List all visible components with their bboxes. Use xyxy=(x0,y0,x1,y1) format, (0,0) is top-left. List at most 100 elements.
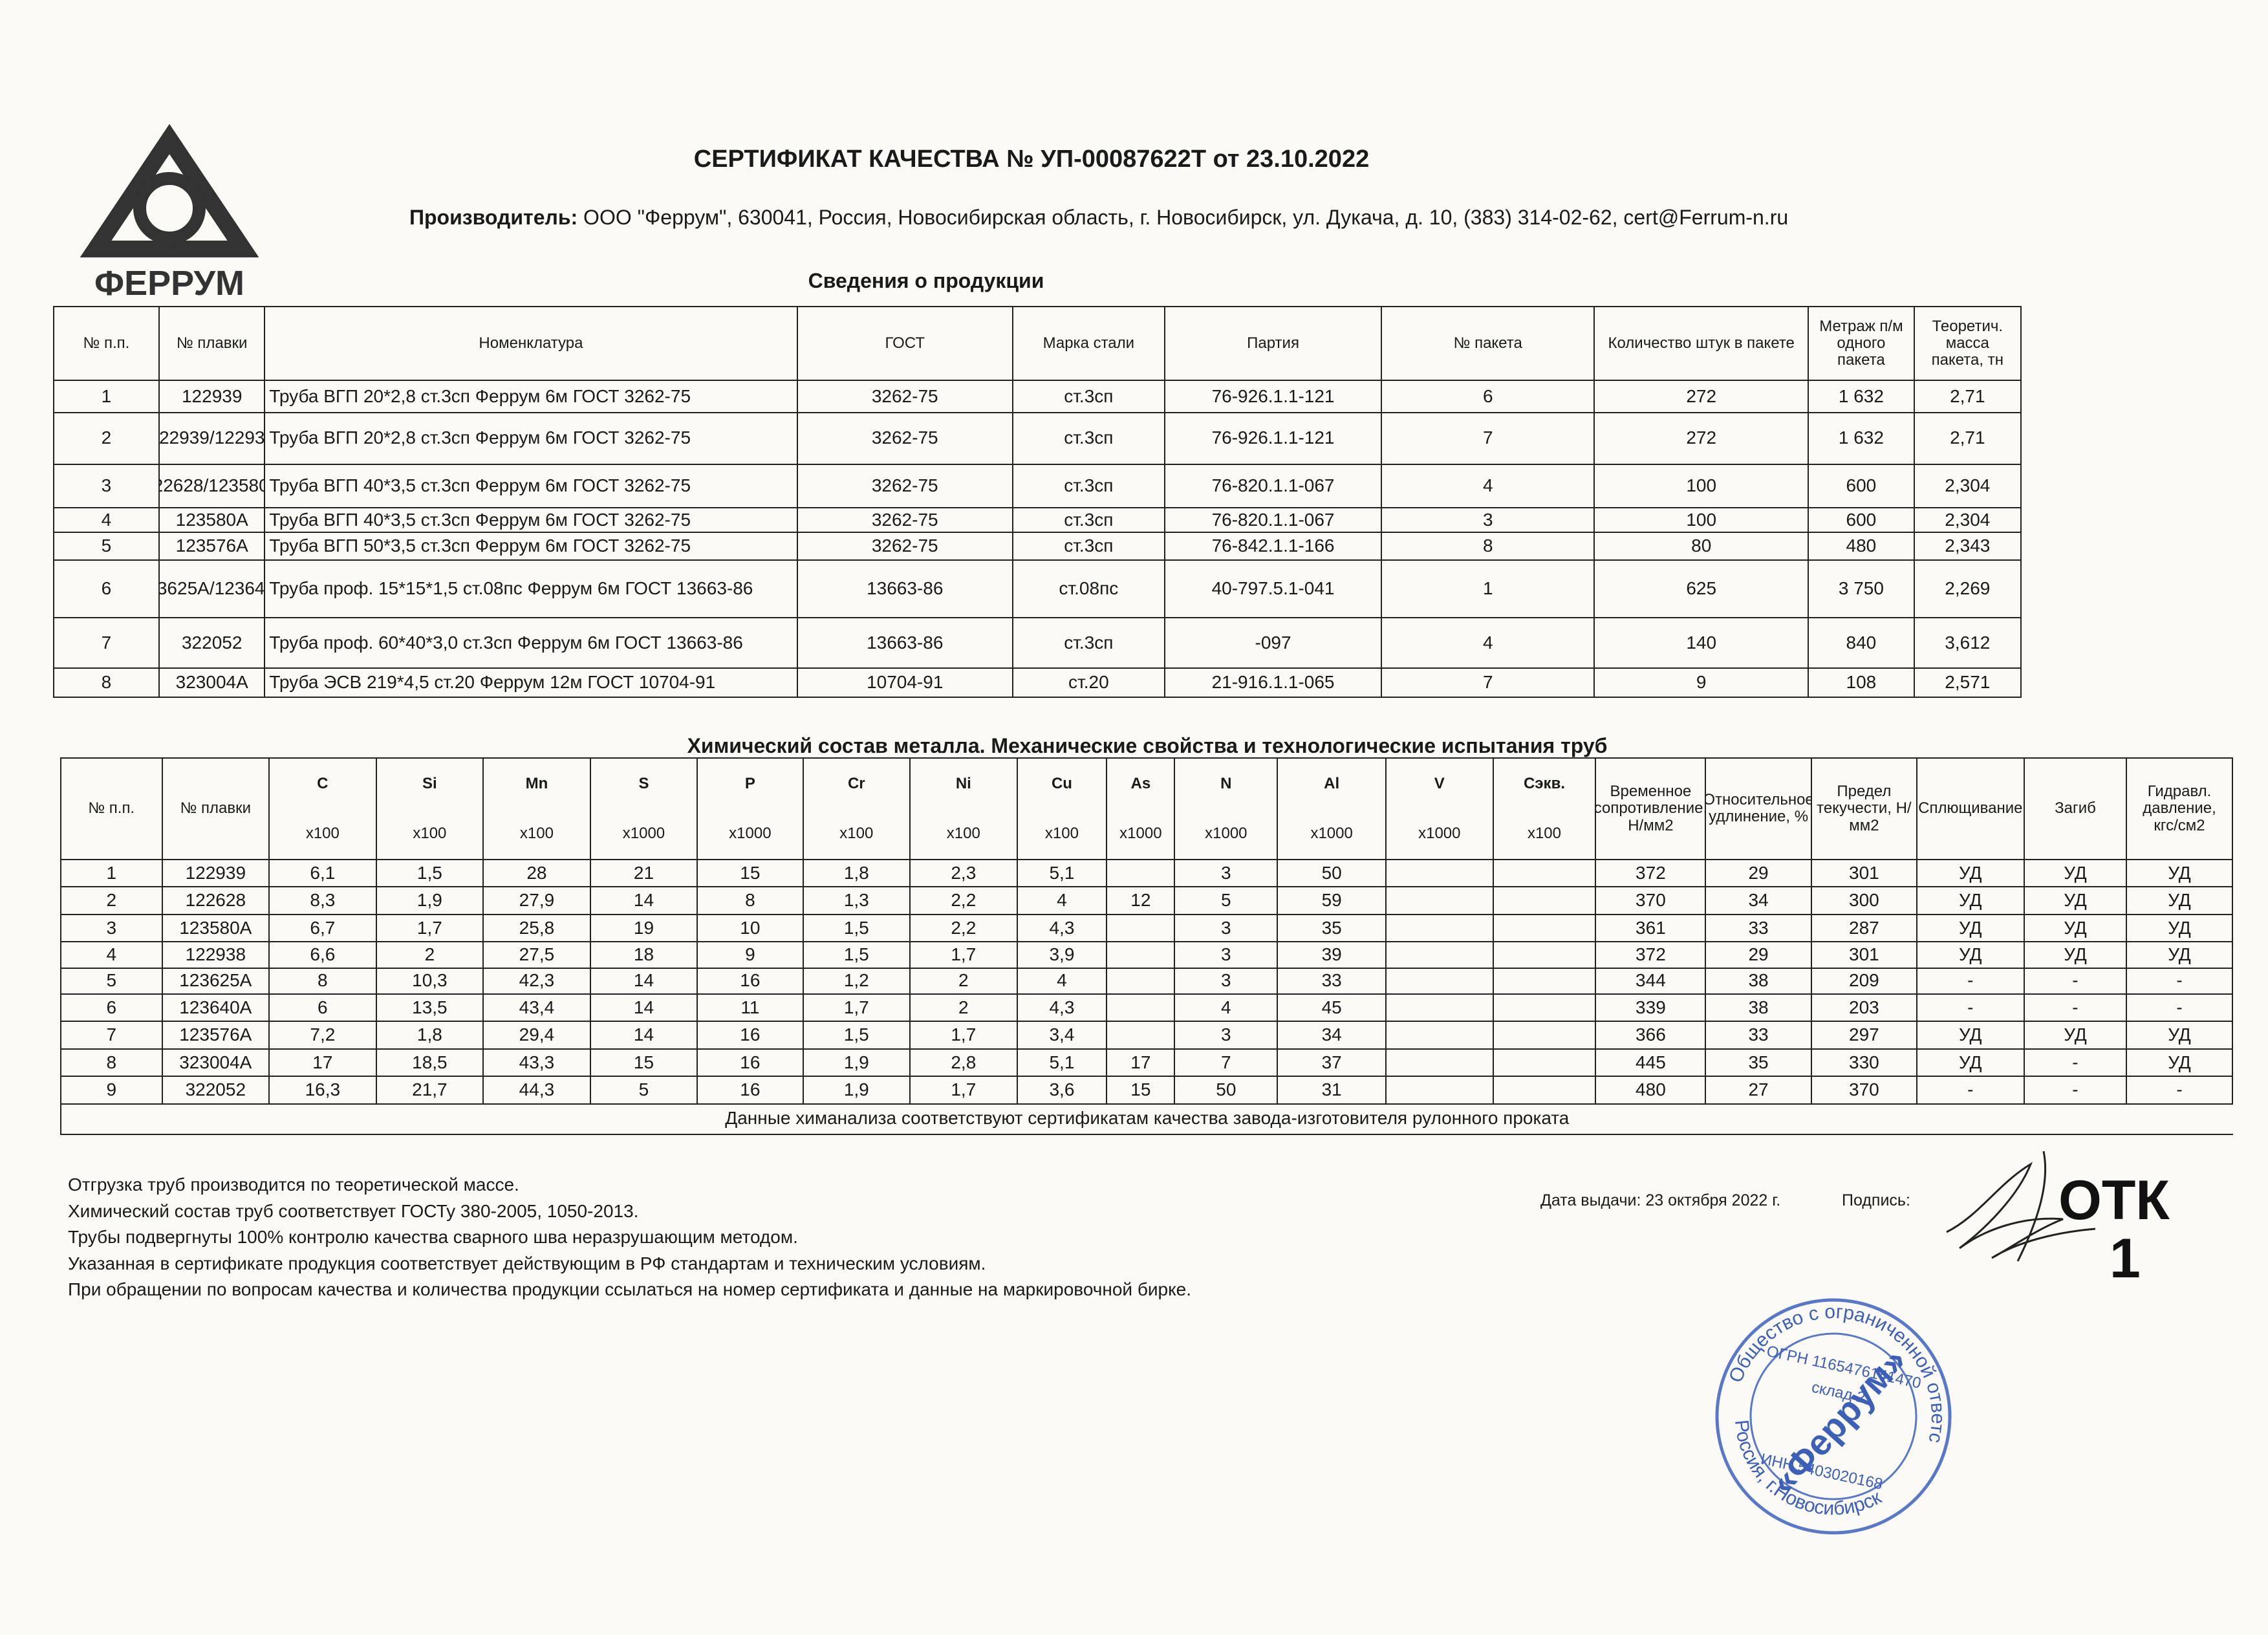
products-header-cell: № плавки xyxy=(158,306,266,382)
cell-text: 1,9 xyxy=(843,1052,869,1072)
products-cell: 600 xyxy=(1808,507,1915,534)
products-cell: 122628/123580А xyxy=(158,464,266,509)
cell-text: 76-926.1.1-121 xyxy=(1211,385,1335,406)
chemistry-cell: 17 xyxy=(1106,1048,1176,1077)
chemistry-cell: 1,8 xyxy=(375,1021,484,1050)
chemistry-cell: 123625А xyxy=(161,967,270,995)
chemistry-cell: 27,9 xyxy=(482,886,591,915)
chemistry-cell: 33 xyxy=(1705,1021,1812,1050)
cell-text: 3 xyxy=(101,475,112,496)
chemistry-cell: 6,6 xyxy=(268,941,377,969)
products-header-cell: № п.п. xyxy=(52,306,160,382)
cell-text: 123580А xyxy=(175,509,248,530)
cell-text: 21,7 xyxy=(412,1079,448,1100)
cell-text: 600 xyxy=(1846,509,1877,530)
cell-text: 7 xyxy=(1221,1052,1231,1072)
chemistry-cell: 3 xyxy=(1174,967,1279,995)
chemistry-cell: 14 xyxy=(589,993,698,1023)
cell-text: 1,2 xyxy=(843,970,869,991)
cell-text: 4,3 xyxy=(1049,917,1075,938)
chemistry-cell: 8 xyxy=(59,1048,163,1077)
products-cell: -097 xyxy=(1163,617,1383,669)
products-cell: ст.3сп xyxy=(1011,464,1165,509)
cell-text: 3,9 xyxy=(1049,944,1075,965)
chemistry-cell: 19 xyxy=(589,913,698,943)
chemistry-cell: УД xyxy=(2126,913,2233,943)
cell-text: 100 xyxy=(1686,509,1717,530)
products-title: Сведения о продукции xyxy=(808,269,1044,292)
products-cell: 2,571 xyxy=(1913,667,2022,698)
chemistry-cell xyxy=(1106,858,1176,888)
cell-text: 6 xyxy=(106,997,117,1017)
cell-text: 2,343 xyxy=(1945,536,1991,556)
cell-text: 4 xyxy=(1482,632,1493,653)
cell-text: УД xyxy=(1959,862,1982,883)
cell-text: 122939/122938 xyxy=(158,428,265,448)
cell-text: 27,5 xyxy=(519,944,555,965)
cell-text: -097 xyxy=(1255,632,1291,653)
chemistry-cell: 2 xyxy=(375,941,484,969)
products-cell: 76-842.1.1-166 xyxy=(1163,532,1383,561)
chemistry-cell: УД xyxy=(2126,886,2233,915)
chemistry-cell: 2 xyxy=(59,886,163,915)
certificate-title: СЕРТИФИКАТ КАЧЕСТВА № УП-00087622Т от 23… xyxy=(693,146,1370,173)
products-cell: Труба ВГП 50*3,5 ст.3сп Феррум 6м ГОСТ 3… xyxy=(264,532,798,561)
chemistry-cell: 8 xyxy=(697,886,804,915)
header-text: Загиб xyxy=(2055,799,2096,817)
header-text: Предел текучести, Н/мм2 xyxy=(1817,782,1912,834)
chemistry-cell: 123576А xyxy=(161,1021,270,1050)
cell-text: 480 xyxy=(1636,1079,1666,1100)
chemistry-cell: УД xyxy=(2126,1048,2233,1077)
cell-text: 4 xyxy=(1482,475,1493,496)
cell-text: 3 xyxy=(106,917,117,938)
products-cell: 3 750 xyxy=(1808,559,1915,619)
cell-text: УД xyxy=(2064,944,2087,965)
chemistry-cell: 38 xyxy=(1705,993,1812,1023)
cell-text: 122939 xyxy=(185,862,246,883)
cell-text: 122628/123580А xyxy=(160,475,264,496)
chemistry-cell: 9 xyxy=(697,941,804,969)
products-cell: 3262-75 xyxy=(796,380,1013,413)
cell-text: 339 xyxy=(1636,997,1666,1017)
logo: ФЕРРУМ xyxy=(80,124,259,303)
cell-text: 6 xyxy=(101,578,112,599)
cell-text: УД xyxy=(2168,1024,2191,1045)
products-header-cell: Метраж п/м одного пакета xyxy=(1808,306,1915,382)
chemistry-cell xyxy=(1106,993,1176,1023)
cell-text: - xyxy=(2072,1079,2079,1100)
cell-text: Труба ВГП 40*3,5 ст.3сп Феррум 6м ГОСТ 3… xyxy=(269,475,691,496)
cell-text: 7 xyxy=(1482,428,1493,448)
chemistry-cell: - xyxy=(2023,967,2128,995)
cell-text: ст.3сп xyxy=(1064,536,1114,556)
chemistry-cell: 13,5 xyxy=(375,993,484,1023)
cell-text: 3,4 xyxy=(1049,1024,1075,1045)
products-cell: 10704-91 xyxy=(796,667,1013,698)
products-header-cell: Номенклатура xyxy=(264,306,798,382)
chemistry-cell: 29,4 xyxy=(482,1021,591,1050)
cell-text: УД xyxy=(2168,862,2191,883)
element-name: N xyxy=(1220,774,1232,792)
products-cell: 6 xyxy=(52,559,160,619)
products-cell: Труба ВГП 40*3,5 ст.3сп Феррум 6м ГОСТ 3… xyxy=(264,464,798,509)
cell-text: 1,7 xyxy=(416,917,442,938)
element-name: S xyxy=(638,774,649,792)
cell-text: 21-916.1.1-065 xyxy=(1211,672,1335,693)
header-text: Гидравл. давление, кгс/см2 xyxy=(2143,782,2216,834)
cell-text: 625 xyxy=(1686,578,1717,599)
chemistry-cell: УД xyxy=(2126,1021,2233,1050)
cell-text: УД xyxy=(2168,890,2191,911)
products-cell: 76-926.1.1-121 xyxy=(1163,411,1383,466)
element-unit: x100 xyxy=(839,824,874,842)
cell-text: 6,6 xyxy=(310,944,336,965)
chemistry-cell: 5 xyxy=(589,1076,698,1105)
products-cell: 2,343 xyxy=(1913,532,2022,561)
issue-date: Дата выдачи: 23 октября 2022 г. xyxy=(1540,1191,1781,1209)
cell-text: 1,5 xyxy=(843,944,869,965)
cell-text: 3,612 xyxy=(1945,632,1991,653)
cell-text: 17 xyxy=(312,1052,333,1072)
element-unit: x100 xyxy=(413,824,447,842)
chemistry-cell: 3 xyxy=(59,913,163,943)
element-name: Si xyxy=(422,774,437,792)
chemistry-cell: УД xyxy=(1916,1048,2025,1077)
chemistry-cell: 34 xyxy=(1277,1021,1387,1050)
